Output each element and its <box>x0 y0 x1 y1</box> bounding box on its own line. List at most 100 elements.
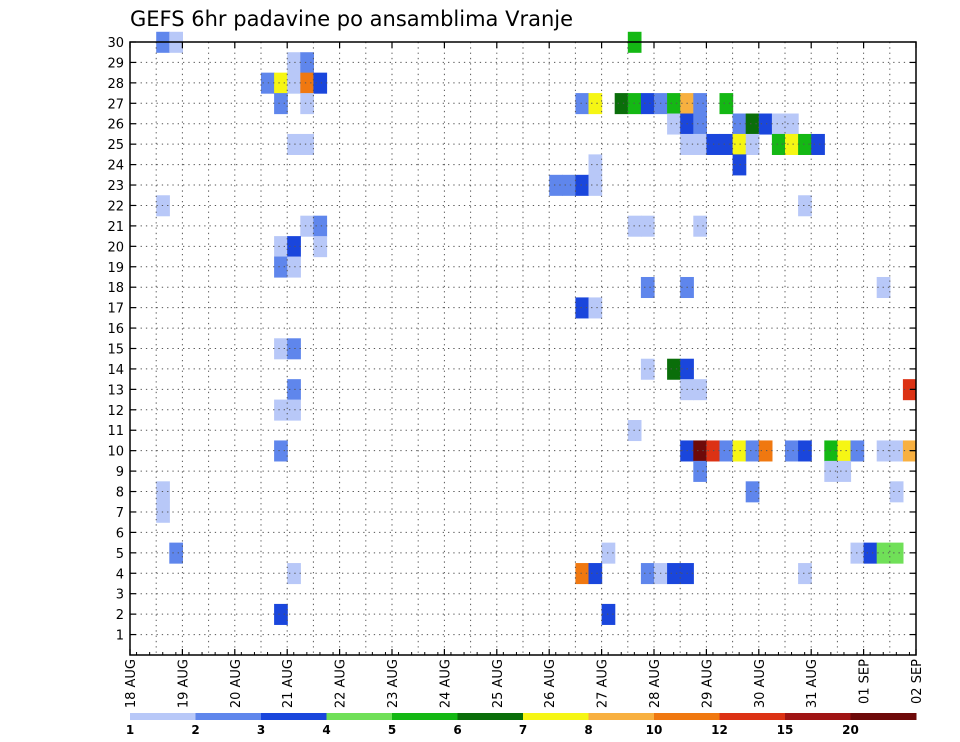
precip-cell <box>667 563 681 585</box>
precip-cell <box>785 440 799 462</box>
colorbar-label: 5 <box>388 723 396 737</box>
y-tick-label: 24 <box>107 159 124 174</box>
y-tick-label: 3 <box>116 588 124 603</box>
precip-cell <box>274 603 288 625</box>
precip-cell <box>785 113 799 135</box>
precip-cell <box>758 440 773 462</box>
y-tick-label: 27 <box>107 97 124 112</box>
y-tick-label: 23 <box>107 179 124 194</box>
colorbar-label: 20 <box>842 723 859 737</box>
colorbar-label: 2 <box>191 723 199 737</box>
colorbar-swatch <box>719 713 786 720</box>
precip-cell <box>837 440 852 462</box>
precip-cell <box>614 93 629 115</box>
y-tick-label: 16 <box>107 322 124 337</box>
precip-cell <box>274 72 288 94</box>
y-tick-label: 22 <box>107 199 124 214</box>
colorbar-label: 6 <box>453 723 461 737</box>
precip-cell <box>287 563 301 585</box>
colorbar-swatch <box>785 713 851 720</box>
precip-cell <box>601 603 616 625</box>
x-axis-ticks: 18 AUG 19 AUG 20 AUG 21 AUG 22 AUG 23 AUG 24 A… <box>124 42 925 708</box>
precip-cell <box>719 440 734 462</box>
y-tick-label: 9 <box>116 465 124 480</box>
precip-cell <box>889 440 904 462</box>
y-tick-label: 15 <box>107 343 124 358</box>
y-tick-label: 19 <box>107 261 124 276</box>
precip-cell <box>300 215 314 237</box>
y-tick-label: 30 <box>107 36 124 51</box>
precip-cell <box>287 399 301 421</box>
precip-cell <box>274 440 288 462</box>
colorbar-label: 15 <box>777 723 794 737</box>
grid-lines <box>130 41 916 655</box>
precip-cell <box>287 236 301 258</box>
y-tick-label: 18 <box>107 281 124 296</box>
x-tick-label: 24 AUG <box>438 659 453 708</box>
colorbar-swatch <box>850 713 917 720</box>
precip-cell <box>287 338 301 360</box>
precip-cell <box>287 52 301 74</box>
y-tick-label: 21 <box>107 220 124 235</box>
precip-cell <box>837 460 852 482</box>
precip-cell <box>313 215 328 237</box>
y-tick-label: 6 <box>116 526 124 541</box>
precip-cell <box>287 379 301 401</box>
precip-cell <box>588 93 603 115</box>
y-tick-label: 1 <box>116 629 124 644</box>
precip-cell <box>575 297 590 319</box>
colorbar-swatch <box>588 713 655 720</box>
precip-cell <box>889 481 904 503</box>
colorbar-swatch <box>457 713 524 720</box>
y-tick-label: 13 <box>107 383 124 398</box>
precip-cell <box>562 174 576 196</box>
precip-cell <box>588 154 603 176</box>
precip-cell <box>575 563 590 585</box>
y-tick-label: 4 <box>116 567 124 582</box>
precip-cell <box>732 113 747 135</box>
y-tick-label: 12 <box>107 404 124 419</box>
colorbar: 1 2 3 4 5 6 7 8 10 12 15 20 <box>126 713 917 737</box>
precip-cell <box>798 133 812 155</box>
colorbar-swatch <box>195 713 262 720</box>
precip-cell <box>300 72 314 94</box>
colorbar-swatch <box>523 713 589 720</box>
y-tick-label: 5 <box>116 547 124 562</box>
colorbar-swatch <box>654 713 720 720</box>
precip-cell <box>549 174 563 196</box>
colorbar-label: 4 <box>322 723 330 737</box>
precip-cell <box>287 256 301 278</box>
precip-cell <box>640 276 655 299</box>
precip-cell <box>719 133 734 155</box>
precip-cell <box>667 358 681 380</box>
colorbar-label: 12 <box>711 723 728 737</box>
precip-cell <box>274 236 288 258</box>
precip-cell <box>693 133 707 155</box>
x-tick-label: 20 AUG <box>229 659 244 708</box>
precip-cell <box>640 358 655 380</box>
precip-cell <box>732 440 747 462</box>
colorbar-swatch <box>326 713 393 720</box>
precip-cell <box>588 297 603 319</box>
precip-cell <box>640 563 655 585</box>
precip-cell <box>274 399 288 421</box>
precip-cell <box>771 133 786 155</box>
colorbar-swatch <box>130 713 196 720</box>
y-tick-label: 26 <box>107 118 124 133</box>
y-tick-label: 14 <box>107 363 124 378</box>
precip-cell <box>758 113 773 135</box>
precip-cell <box>588 174 603 196</box>
precip-cell <box>575 93 590 115</box>
chart-title: GEFS 6hr padavine po ansamblima Vranje <box>130 7 573 31</box>
precip-cell <box>287 133 301 155</box>
y-tick-label: 29 <box>107 56 124 71</box>
precip-cell <box>667 113 681 135</box>
x-tick-label: 01 SEP <box>858 659 873 704</box>
y-tick-label: 8 <box>116 486 124 501</box>
y-tick-label: 20 <box>107 240 124 255</box>
colorbar-label: 8 <box>584 723 592 737</box>
precip-cell <box>785 133 799 155</box>
precip-cell <box>745 481 760 503</box>
colorbar-label: 3 <box>257 723 265 737</box>
